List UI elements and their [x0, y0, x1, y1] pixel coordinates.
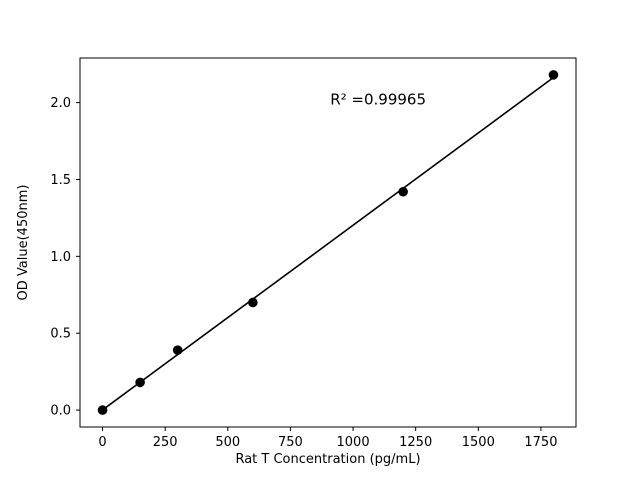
data-point — [398, 186, 408, 197]
y-axis-label: OD Value(450nm) — [16, 185, 31, 301]
fit-line — [102, 76, 554, 411]
y-tick-label: 1.5 — [50, 173, 71, 188]
y-tick-label: 0.5 — [50, 327, 71, 342]
data-point — [172, 345, 183, 355]
x-tick-label: 0 — [98, 435, 106, 450]
x-tick-label: 750 — [278, 435, 303, 450]
y-tick-label: 2.0 — [50, 96, 71, 111]
x-tick-label: 1250 — [399, 435, 432, 450]
y-tick-label: 0.0 — [50, 404, 71, 419]
plot-area — [79, 57, 577, 428]
r-squared-annotation: R² =0.99965 — [330, 91, 426, 109]
data-point — [97, 405, 108, 415]
y-tick-label: 1.0 — [50, 250, 71, 265]
data-point — [248, 297, 258, 308]
data-point — [548, 70, 559, 80]
data-point — [135, 377, 145, 388]
x-axis-label: Rat T Concentration (pg/mL) — [235, 452, 420, 467]
x-tick-label: 1750 — [524, 435, 557, 450]
x-tick-label: 250 — [153, 435, 178, 450]
x-tick-label: 1500 — [462, 435, 495, 450]
x-tick-label: 500 — [215, 435, 240, 450]
x-tick-label: 1000 — [337, 435, 370, 450]
